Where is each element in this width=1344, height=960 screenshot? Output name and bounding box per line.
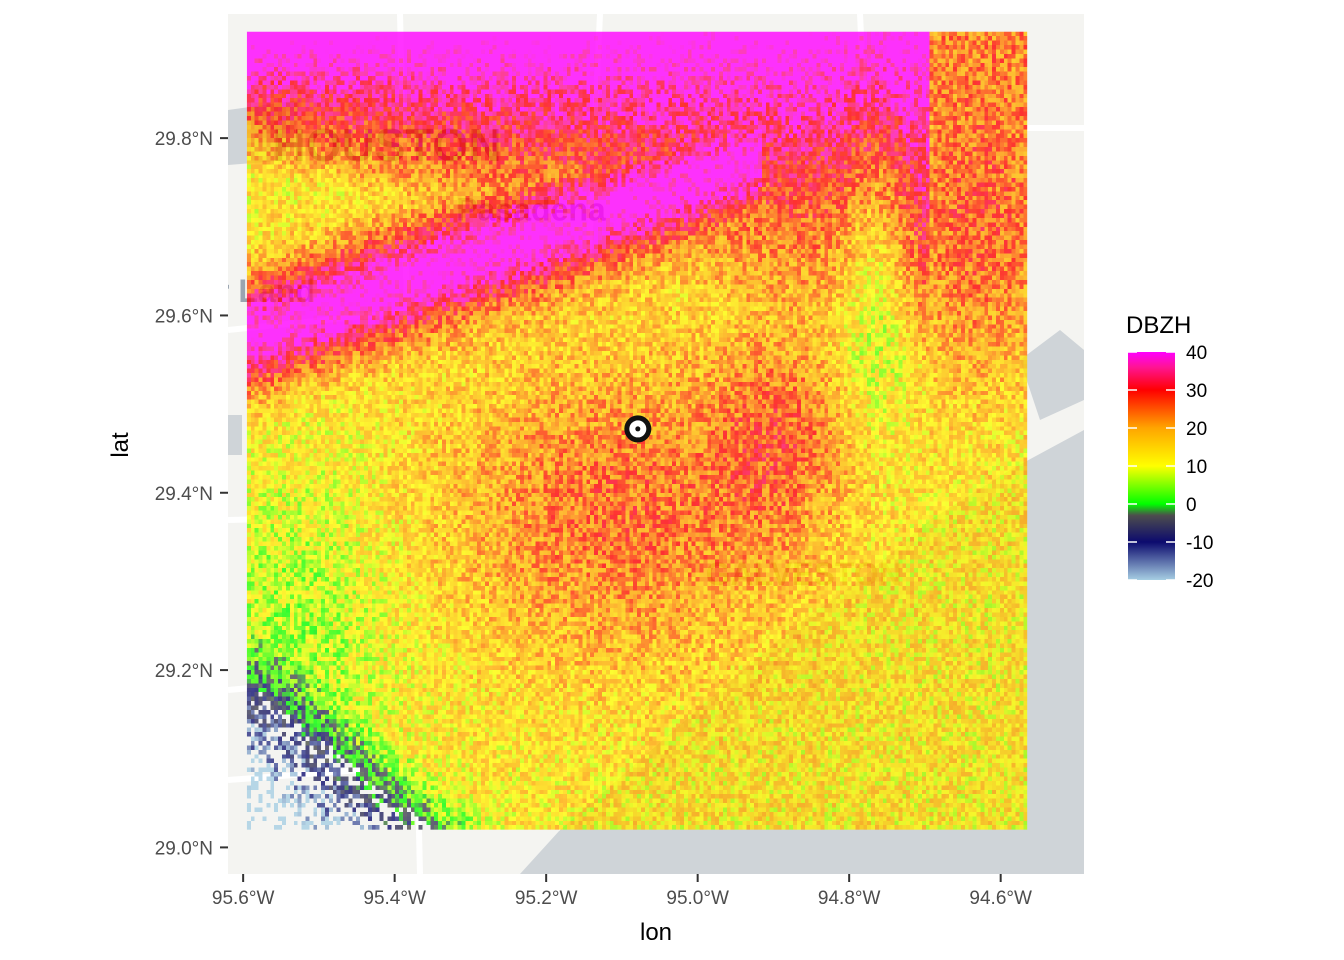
legend-label: 40 [1186,343,1207,364]
legend-label: 30 [1186,381,1207,402]
x-axis: 95.6°W 95.4°W 95.2°W 95.0°W 94.8°W 94.6°W [212,874,1032,909]
x-tick-label: 95.2°W [515,888,578,909]
x-tick-label: 95.4°W [363,888,426,909]
reservoir-water [228,415,242,455]
y-tick-label: 29.4°N [155,484,213,505]
color-legend: DBZH 40 30 20 10 0 -10 -20 [1126,312,1213,592]
legend-label: 20 [1186,419,1207,440]
legend-title: DBZH [1126,312,1191,339]
y-tick-label: 29.2°N [155,661,213,682]
legend-label: 0 [1186,495,1197,516]
x-tick-label: 94.6°W [969,888,1032,909]
legend-label: -10 [1186,533,1213,554]
y-tick-label: 29.6°N [155,306,213,327]
y-tick-label: 29.0°N [155,838,213,859]
x-tick-label: 94.8°W [818,888,881,909]
map-panel: HOUSTONPasadenar LandGALVESTON [228,14,1084,874]
legend-label: -20 [1186,571,1213,592]
radar-site-marker [624,415,652,443]
x-tick-label: 95.6°W [212,888,275,909]
bay-water [1020,330,1084,420]
y-tick-label: 29.8°N [155,129,213,150]
legend-label: 10 [1186,457,1207,478]
y-axis: 29.0°N 29.2°N 29.4°N 29.6°N 29.8°N [155,129,228,859]
legend-ticks: 40 30 20 10 0 -10 -20 [1128,343,1213,592]
x-tick-label: 95.0°W [666,888,729,909]
radar-site-dot [635,426,641,432]
x-axis-title: lon [640,919,672,946]
y-axis-title: lat [107,432,134,458]
